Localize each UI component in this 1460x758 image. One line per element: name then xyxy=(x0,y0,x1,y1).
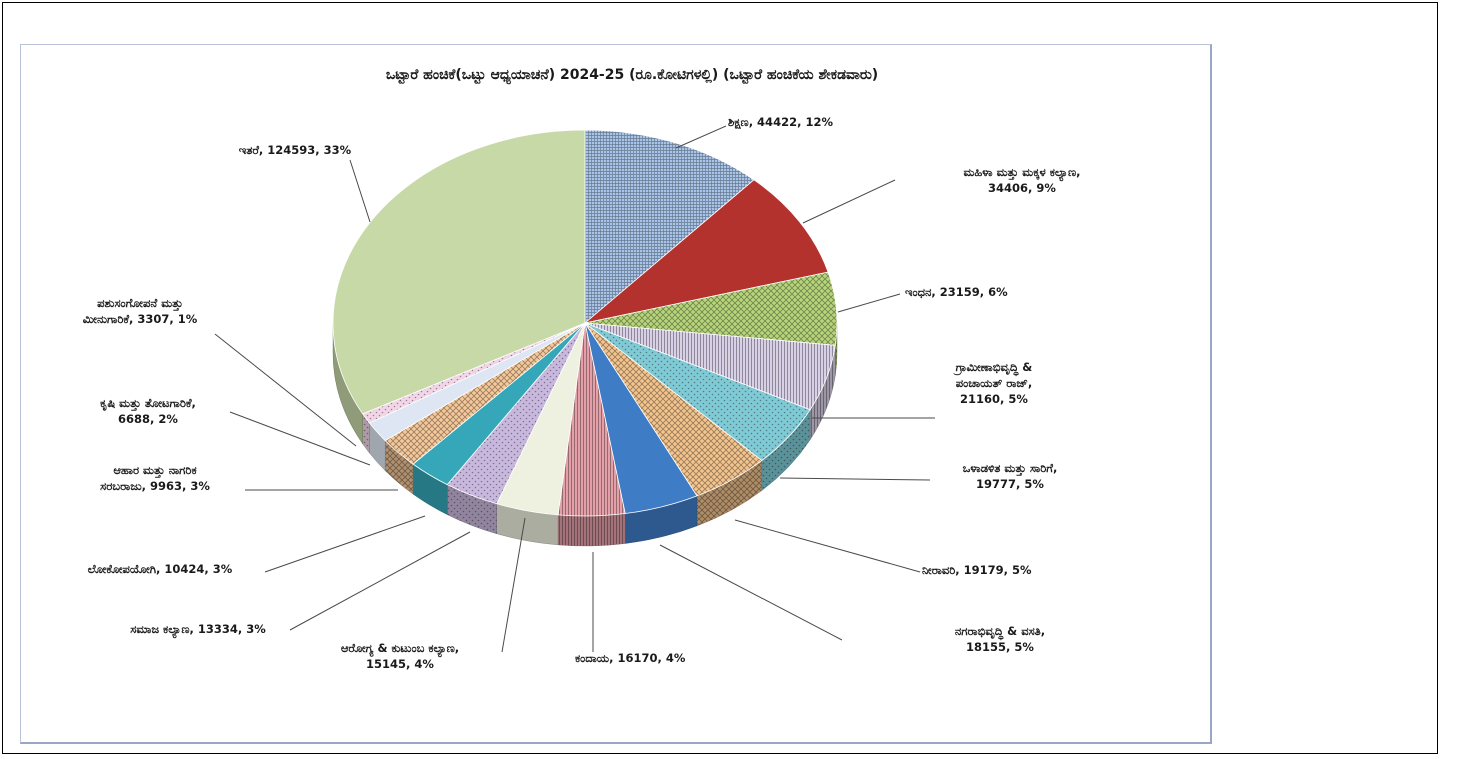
slice-label-4: ಒಳಾಡಳಿತ ಮತ್ತು ಸಾರಿಗೆ, 19777, 5% xyxy=(963,461,1058,491)
slice-label-6: ನಗರಾಭಿವೃದ್ಧಿ & ವಸತಿ, 18155, 5% xyxy=(955,624,1045,654)
slice-label-12: ಕೃಷಿ ಮತ್ತು ತೋಟಗಾರಿಕೆ, 6688, 2% xyxy=(100,396,196,426)
leader-line-10 xyxy=(264,515,426,573)
leader-line-0 xyxy=(675,125,727,149)
leader-line-4 xyxy=(779,477,931,481)
slice-label-14: ಇತರೆ, 124593, 33% xyxy=(239,143,352,157)
slice-label-2: ಇಂಧನ, 23159, 6% xyxy=(905,285,1008,299)
slice-label-9: ಸಮಾಜ ಕಲ್ಯಾಣ, 13334, 3% xyxy=(130,622,266,639)
slice-label-1: ಮಹಿಳಾ ಮತ್ತು ಮಕ್ಕಳ ಕಲ್ಯಾಣ, 34406, 9% xyxy=(963,165,1080,195)
slice-label-8: ಆರೋಗ್ಯ & ಕುಟುಂಬ ಕಲ್ಯಾಣ, 15145, 4% xyxy=(341,641,459,671)
pie-top-group xyxy=(332,129,838,517)
leader-line-8 xyxy=(501,517,526,653)
slice-label-13: ಪಶುಸಂಗೋಪನೆ ಮತ್ತು ಮೀನುಗಾರಿಕೆ, 3307, 1% xyxy=(83,296,198,326)
slice-label-0: ಶಿಕ್ಷಣ, 44422, 12% xyxy=(728,115,833,130)
slice-labels: ಶಿಕ್ಷಣ, 44422, 12% ಮಹಿಳಾ ಮತ್ತು ಮಕ್ಕಳ ಕಲ್ಯ… xyxy=(83,115,1081,671)
slice-label-7: ಕಂದಾಯ, 16170, 4% xyxy=(575,651,686,665)
leader-line-1 xyxy=(802,179,896,224)
pie-slice-14 xyxy=(332,129,586,415)
slice-label-3: ಗ್ರಾಮೀಣಾಭಿವೃದ್ಧಿ & ಪಂಚಾಯತ್ ರಾಜ್, 21160, 5% xyxy=(952,360,1032,406)
chart-title: ಒಟ್ಟಾರೆ ಹಂಚಿಕೆ(ಒಟ್ಟು ಆಧ್ಯಯಾಚನೆ) 2024-25 … xyxy=(386,67,878,85)
outer-frame xyxy=(2,2,1438,754)
leader-line-6 xyxy=(659,544,843,641)
leader-lines xyxy=(214,125,935,653)
pie-slice-0 xyxy=(584,129,755,324)
leader-line-13 xyxy=(214,333,357,447)
leader-line-2 xyxy=(837,293,901,313)
slice-label-10: ಲೋಕೋಪಯೋಗಿ, 10424, 3% xyxy=(88,562,233,576)
slice-label-5: ನೀರಾವರಿ, 19179, 5% xyxy=(922,563,1032,577)
pie-side-group xyxy=(332,322,838,547)
leader-line-14 xyxy=(349,159,371,223)
pie-slice-1 xyxy=(584,179,829,324)
pie-side-7 xyxy=(557,513,626,547)
leader-line-5 xyxy=(734,519,921,573)
leader-line-12 xyxy=(229,411,371,466)
slice-label-11: ಆಹಾರ ಮತ್ತು ನಾಗರಿಕ ಸರಬರಾಜು, 9963, 3% xyxy=(100,463,210,493)
leader-line-9 xyxy=(289,531,471,631)
